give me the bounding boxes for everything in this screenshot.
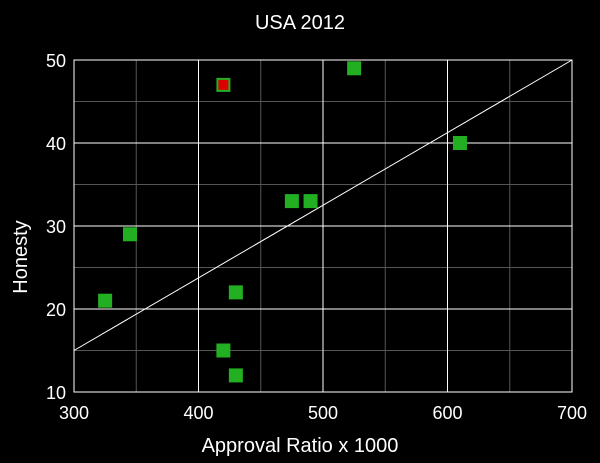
x-tick-label: 300 xyxy=(59,403,89,423)
y-tick-label: 50 xyxy=(46,51,66,71)
y-tick-label: 10 xyxy=(46,383,66,403)
data-point xyxy=(284,194,299,209)
y-tick-label: 30 xyxy=(46,217,66,237)
y-tick-label: 20 xyxy=(46,300,66,320)
data-point xyxy=(228,285,243,300)
x-axis-label: Approval Ratio x 1000 xyxy=(202,435,399,457)
plot-frame xyxy=(73,59,573,393)
data-point xyxy=(123,227,138,242)
y-tick-label: 40 xyxy=(46,134,66,154)
trend-line-group xyxy=(73,59,573,351)
trend-line xyxy=(73,59,573,351)
y-axis-label: Honesty xyxy=(10,220,32,293)
data-point xyxy=(228,368,243,383)
data-point xyxy=(216,343,231,358)
x-tick-label: 400 xyxy=(183,403,213,423)
data-point xyxy=(303,194,318,209)
data-point xyxy=(347,61,362,76)
highlighted-data-point xyxy=(218,79,229,90)
x-tick-label: 500 xyxy=(308,403,338,423)
x-tick-label: 600 xyxy=(432,403,462,423)
data-point xyxy=(452,136,467,150)
chart-title: USA 2012 xyxy=(255,12,345,34)
data-point xyxy=(98,293,113,308)
x-tick-label: 700 xyxy=(557,403,587,423)
axis-ticks: 300 400 500 600 700 10 20 30 40 50 xyxy=(46,51,587,423)
data-points xyxy=(98,61,467,383)
